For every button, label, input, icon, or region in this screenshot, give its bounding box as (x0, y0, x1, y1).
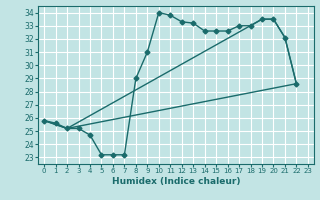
X-axis label: Humidex (Indice chaleur): Humidex (Indice chaleur) (112, 177, 240, 186)
